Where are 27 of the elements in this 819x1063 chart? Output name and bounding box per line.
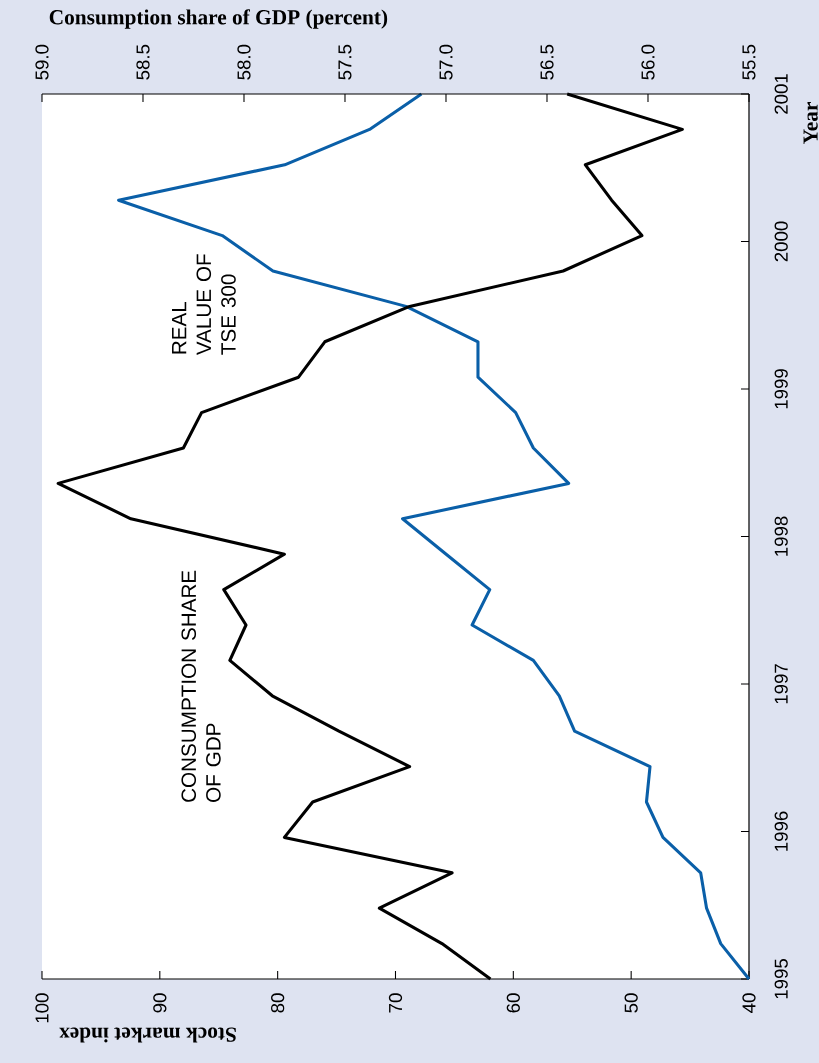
y-tick-label: 2000 xyxy=(774,221,788,262)
y-tick-label: 1999 xyxy=(774,369,788,409)
y-tick-label: 1998 xyxy=(774,516,788,556)
y-tick-label: 1997 xyxy=(774,664,788,704)
x2-tick-label: 59.0 xyxy=(35,44,49,80)
x2-tick-label: 55.5 xyxy=(742,44,756,80)
x2-tick-label: 58.0 xyxy=(237,44,251,80)
y-tick-label: 1996 xyxy=(774,811,788,851)
x-tick-label: 80 xyxy=(271,993,285,1013)
y-axis-title: Year xyxy=(803,102,818,144)
y-tick-label: 2001 xyxy=(774,74,788,114)
x-tick-label: 40 xyxy=(742,993,756,1013)
x2-tick-label: 56.0 xyxy=(641,44,655,80)
x2-tick-label: 58.5 xyxy=(136,44,150,80)
x2-axis-title: Consumption share of GDP (percent) xyxy=(49,9,388,29)
x-tick-label: 70 xyxy=(388,993,403,1013)
x-tick-label: 50 xyxy=(624,993,638,1013)
x2-tick-label: 57.0 xyxy=(439,44,453,80)
x-axis-title: Stock market index xyxy=(59,1027,236,1043)
x-tick-label: 100 xyxy=(35,993,49,1023)
text: REAL VALUE OF TSE 300 xyxy=(172,254,236,356)
x2-tick-label: 56.5 xyxy=(540,44,554,80)
x-tick-label: 60 xyxy=(506,993,520,1013)
x2-tick-label: 57.5 xyxy=(338,44,352,80)
x-tick-label: 90 xyxy=(153,993,167,1013)
text: CONSUMPTION SHARE OF GDP xyxy=(181,570,221,802)
y-tick-label: 1995 xyxy=(774,959,788,999)
